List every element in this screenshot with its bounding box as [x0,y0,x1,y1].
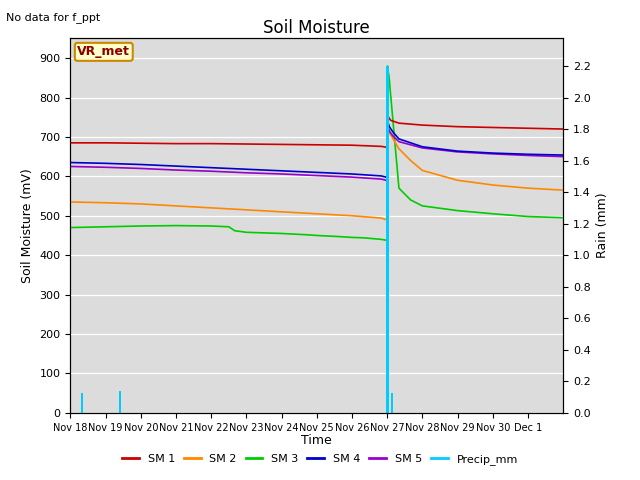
Bar [391,393,393,413]
X-axis label: Time: Time [301,434,332,447]
Bar [81,393,83,413]
Bar [119,391,120,413]
Title: Soil Moisture: Soil Moisture [264,19,370,37]
Text: No data for f_ppt: No data for f_ppt [6,12,100,23]
Y-axis label: Soil Moisture (mV): Soil Moisture (mV) [21,168,34,283]
Legend: SM 1, SM 2, SM 3, SM 4, SM 5, Precip_mm: SM 1, SM 2, SM 3, SM 4, SM 5, Precip_mm [118,450,522,469]
Text: VR_met: VR_met [77,45,130,59]
Bar [386,66,388,413]
Y-axis label: Rain (mm): Rain (mm) [596,193,609,258]
